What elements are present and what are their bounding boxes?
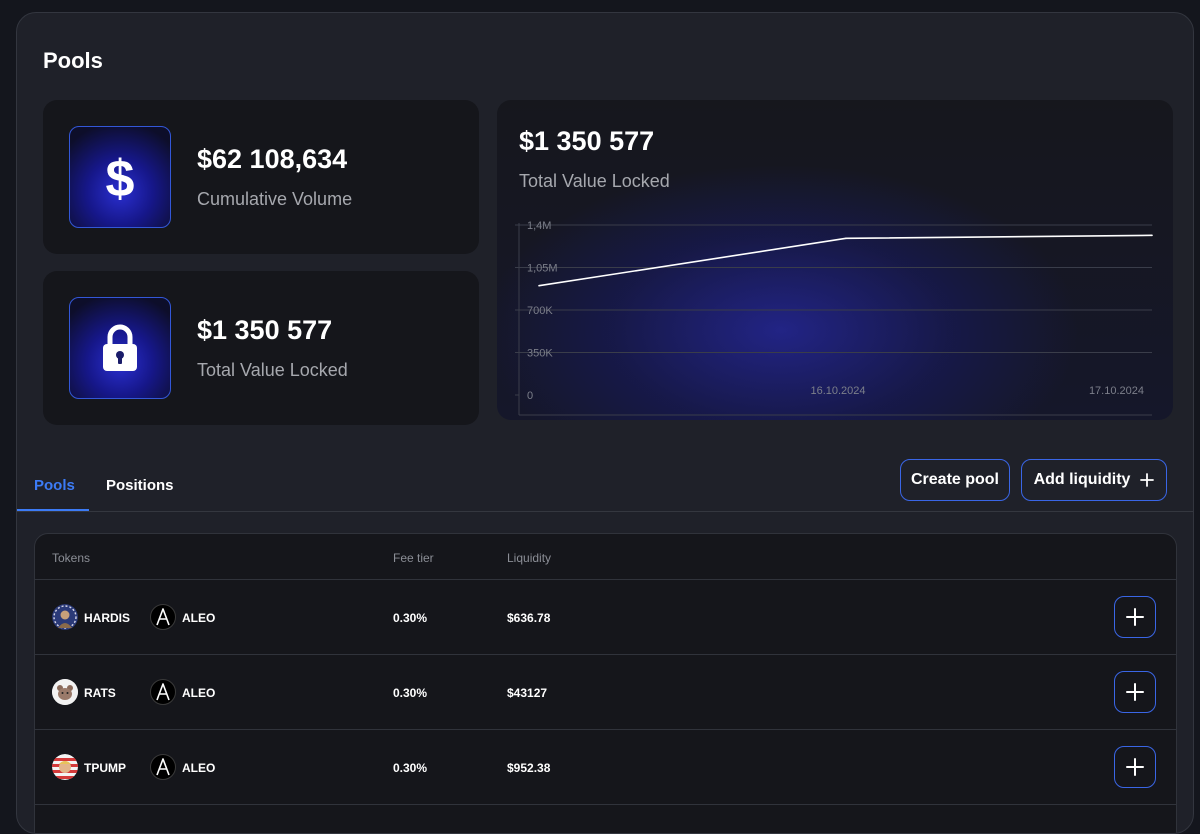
y-tick-label: 1,4M: [527, 220, 551, 232]
table-row[interactable]: RATS ALEO 0.30% $43127: [35, 655, 1176, 730]
table-row[interactable]: HARDIS ALEO 0.30% $636.78: [35, 580, 1176, 655]
hardis-token-icon: [52, 604, 78, 630]
liquidity-value: $952.38: [507, 761, 551, 775]
plus-icon: [1126, 683, 1144, 701]
tabs-divider: [17, 511, 1193, 512]
token-a-name: RATS: [84, 686, 116, 700]
aleo-token-icon: [150, 604, 176, 630]
lock-icon-box: [69, 297, 171, 399]
header-liquidity: Liquidity: [507, 551, 552, 565]
tab-pools[interactable]: Pools: [34, 477, 75, 494]
tpump-token-icon: [52, 754, 78, 780]
tvl-data-point: [538, 284, 540, 287]
cumulative-volume-label: Cumulative Volume: [197, 189, 353, 209]
row-add-liquidity-button[interactable]: [1114, 596, 1156, 638]
tvl-data-point: [1151, 234, 1153, 237]
row-add-liquidity-button[interactable]: [1114, 671, 1156, 713]
dollar-icon-box: $: [69, 126, 171, 228]
add-liquidity-button[interactable]: Add liquidity: [1021, 459, 1167, 501]
liquidity-value: $43127: [507, 686, 548, 700]
chart-tvl-label: Total Value Locked: [519, 171, 670, 191]
chart-tvl-value: $1 350 577: [519, 126, 655, 156]
table-header: Tokens Fee tier Liquidity: [35, 534, 1176, 580]
page-title: Pools: [43, 48, 103, 73]
y-tick-label: 700K: [527, 305, 553, 317]
y-tick-label: 1,05M: [527, 263, 558, 275]
cumulative-volume-value: $62 108,634: [197, 144, 348, 174]
y-tick-label: 350K: [527, 348, 553, 360]
tvl-data-point: [845, 237, 847, 240]
fee-tier-value: 0.30%: [393, 761, 428, 775]
pools-panel: Pools $ $62 108,634 Cumulative Volume $1…: [16, 12, 1194, 834]
aleo-token-icon: [150, 754, 176, 780]
liquidity-value: $636.78: [507, 611, 551, 625]
token-a-name: HARDIS: [84, 611, 131, 625]
dollar-icon: $: [106, 150, 135, 205]
cumulative-volume-card: $ $62 108,634 Cumulative Volume: [43, 100, 479, 254]
x-tick-label: 17.10.2024: [1089, 385, 1144, 397]
token-b-name: ALEO: [182, 611, 216, 625]
plus-icon: [1140, 473, 1155, 487]
tab-positions[interactable]: Positions: [106, 477, 174, 494]
token-a-name: TPUMP: [84, 761, 126, 775]
svg-text:$: $: [106, 150, 135, 205]
add-liquidity-label: Add liquidity: [1033, 471, 1131, 488]
fee-tier-value: 0.30%: [393, 611, 428, 625]
tvl-series-line: [538, 234, 1153, 287]
token-b-name: ALEO: [182, 686, 216, 700]
create-pool-label: Create pool: [910, 471, 999, 488]
header-tokens: Tokens: [52, 551, 91, 565]
header-fee-tier: Fee tier: [393, 551, 434, 565]
table-row[interactable]: TPUMP ALEO 0.30% $952.38: [35, 730, 1176, 805]
tvl-line-chart: 1,4M 1,05M 700K 350K 0 16.10.2024 17.10.2024: [515, 220, 1153, 416]
total-value-locked-value: $1 350 577: [197, 315, 333, 345]
create-pool-button[interactable]: Create pool: [900, 459, 1010, 501]
aleo-token-icon: [150, 679, 176, 705]
x-tick-label: 16.10.2024: [810, 385, 865, 397]
plus-icon: [1126, 608, 1144, 626]
rats-token-icon: [52, 679, 78, 705]
pools-table: Tokens Fee tier Liquidity HARDIS ALEO: [34, 533, 1177, 833]
token-b-name: ALEO: [182, 761, 216, 775]
active-tab-indicator: [17, 509, 89, 511]
total-value-locked-label: Total Value Locked: [197, 360, 348, 380]
lock-icon: [103, 324, 137, 371]
row-add-liquidity-button[interactable]: [1114, 746, 1156, 788]
total-value-locked-card: $1 350 577 Total Value Locked: [43, 271, 479, 425]
plus-icon: [1126, 758, 1144, 776]
tvl-chart-card: $1 350 577 Total Value Locked 1,4M 1,05M 7…: [497, 100, 1173, 420]
y-tick-label: 0: [527, 390, 533, 402]
fee-tier-value: 0.30%: [393, 686, 428, 700]
